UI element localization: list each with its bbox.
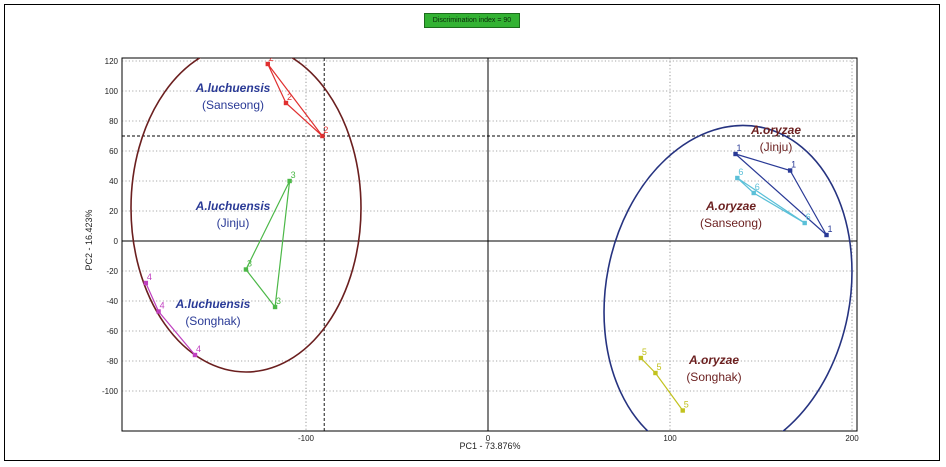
group-species-label: A.oryzae: [688, 353, 739, 367]
data-point: [735, 175, 740, 181]
oryzae-ellipse: [603, 124, 853, 431]
group-species-label: A.luchuensis: [195, 199, 271, 213]
data-point: [638, 355, 644, 361]
discrimination-index-badge: Discrimination index = 90: [424, 13, 520, 28]
group-species-label: A.luchuensis: [195, 81, 271, 95]
point-label: 3: [247, 259, 252, 269]
series-outline: [245, 180, 291, 309]
data-point: [283, 100, 289, 106]
series-5: 555: [638, 347, 689, 413]
data-point: [156, 309, 161, 314]
zero-axes: [122, 58, 857, 431]
data-point: [287, 178, 292, 184]
y-tick-label: 120: [105, 57, 119, 66]
y-tick-label: -40: [106, 297, 118, 306]
point-label: 5: [642, 347, 647, 357]
group-species-label: A.oryzae: [705, 199, 756, 213]
series-1: 1 1 1: [733, 143, 833, 238]
data-point: [680, 408, 685, 413]
point-label: 6: [806, 212, 811, 222]
group-strain-label: (Songhak): [185, 314, 240, 328]
y-tick-label: -60: [106, 327, 118, 336]
data-point: [265, 61, 270, 67]
point-label: 2: [323, 125, 328, 135]
point-label: 4: [147, 272, 152, 282]
x-axis-label: PC1 - 73.876%: [459, 441, 520, 451]
point-label: 1: [737, 143, 742, 153]
point-label: 1: [791, 160, 796, 170]
y-axis-label: PC2 - 16.423%: [84, 209, 94, 270]
y-tick-label: 80: [109, 117, 118, 126]
y-tick-label: 40: [109, 177, 118, 186]
series-2: 2 2 2: [265, 53, 328, 139]
series-outline: [736, 177, 806, 224]
data-point: [787, 168, 793, 173]
point-label: 3: [291, 170, 296, 180]
data-point: [802, 220, 807, 226]
point-label: 4: [196, 344, 201, 354]
y-tick-label: 0: [114, 237, 119, 246]
group-strain-label: (Songhak): [686, 370, 741, 384]
series-4: 4 4 4: [143, 272, 201, 358]
point-label: 3: [276, 296, 281, 306]
x-tick-label: 100: [663, 434, 677, 443]
group-ellipses: [130, 58, 853, 431]
group-strain-label: (Jinju): [760, 140, 793, 154]
data-point: [320, 133, 325, 139]
data-point: [192, 352, 198, 358]
group-strain-label: (Sanseong): [700, 216, 762, 230]
y-tick-label: -80: [106, 357, 118, 366]
data-point: [751, 190, 756, 196]
data-point: [733, 151, 738, 157]
point-label: 5: [684, 400, 689, 410]
y-tick-label: 20: [109, 207, 118, 216]
group-strain-label: (Jinju): [217, 216, 250, 230]
x-tick-label: -100: [298, 434, 315, 443]
group-species-label: A.luchuensis: [175, 297, 251, 311]
point-label: 1: [828, 224, 833, 234]
y-tick-label: -100: [102, 387, 119, 396]
x-tick-label: 200: [845, 434, 859, 443]
series-3: 3 3 3: [243, 170, 296, 310]
y-tick-label: 100: [105, 87, 119, 96]
data-point: [824, 232, 829, 238]
data-point: [653, 370, 658, 376]
point-label: 4: [160, 301, 165, 311]
point-label: 5: [656, 362, 661, 372]
point-label: 2: [269, 53, 274, 63]
series-6: 6 6 6: [735, 167, 811, 226]
point-label: 6: [738, 167, 743, 177]
point-label: 6: [755, 182, 760, 192]
data-point: [243, 267, 249, 272]
series-outline: [267, 63, 323, 137]
group-labels: A.luchuensis (Sanseong) A.luchuensis (Jinju…: [175, 81, 802, 384]
plot-area: [121, 57, 858, 432]
group-species-label: A.oryzae: [750, 123, 801, 137]
group-strain-label: (Sanseong): [202, 98, 264, 112]
point-label: 2: [287, 92, 292, 102]
x-tick-label: 0: [486, 434, 491, 443]
y-tick-label: 60: [109, 147, 118, 156]
data-point: [272, 304, 278, 310]
luchuensis-ellipse: [130, 58, 362, 373]
series-outline: [735, 153, 828, 236]
data-point: [143, 280, 149, 286]
y-tick-label: -20: [106, 267, 118, 276]
